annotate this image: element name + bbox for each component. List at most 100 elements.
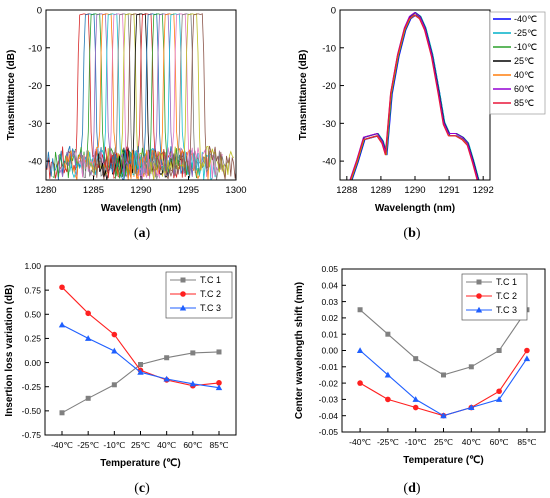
y-tick-label: -10 <box>322 43 336 54</box>
y-tick-label: 0.25 <box>24 334 41 344</box>
y-tick-label: 0.01 <box>321 329 338 339</box>
y-tick-label: -20 <box>28 81 42 92</box>
x-axis-title: Temperature (℃) <box>100 458 181 469</box>
data-point <box>496 348 502 353</box>
y-axis-title: Transmittance (dB) <box>6 50 17 141</box>
data-point <box>468 364 474 370</box>
x-tick-label: 60℃ <box>490 437 509 447</box>
data-point <box>138 362 143 368</box>
y-tick-label: -0.04 <box>319 411 339 421</box>
y-tick-label: -0.25 <box>22 382 42 392</box>
panel-d-center-wavelength-shift: 0.05 0.04 0.03 0.02 0.01 0.00 -0.01 -0.02 -0.03 -… <box>294 264 546 466</box>
legend-marker <box>179 304 187 311</box>
data-point <box>496 388 502 395</box>
data-point <box>412 396 419 402</box>
data-point <box>357 380 363 386</box>
data-point <box>59 410 65 416</box>
x-tick-label: -10℃ <box>405 437 427 447</box>
data-point <box>163 375 170 382</box>
panel-b-series-group <box>349 12 480 180</box>
data-point <box>468 404 475 411</box>
series-line-2 <box>350 14 479 180</box>
y-tick-label: -30 <box>28 119 42 130</box>
x-tick-label: -40℃ <box>51 440 73 450</box>
legend-marker <box>180 291 186 297</box>
data-point <box>441 372 446 378</box>
panel-a-series-group <box>46 13 236 180</box>
x-axis-title: Temperature (℃) <box>403 455 484 466</box>
series-line-3 <box>349 12 479 180</box>
channel-21-line <box>154 13 236 180</box>
data-point <box>216 349 222 355</box>
legend-label: 40℃ <box>514 70 534 80</box>
series-line-1 <box>359 350 528 417</box>
y-tick-label: 0 <box>331 6 336 17</box>
x-tick-label: -25℃ <box>377 437 399 447</box>
legend-label: T.C 1 <box>200 275 221 285</box>
legend-label: -10℃ <box>514 42 537 52</box>
data-point <box>523 355 531 362</box>
x-tick-label: 1290 <box>130 185 151 196</box>
x-tick-label: -40℃ <box>349 437 371 447</box>
x-tick-label: 1295 <box>178 185 199 196</box>
data-point <box>84 335 92 341</box>
channel-20-line <box>149 13 234 180</box>
panel-b-spectrum-temperatures: 1288 1289 1290 1291 1292 0 -10 -20 -30 -40 Wavelen… <box>298 6 546 214</box>
y-tick-label: -0.02 <box>319 378 339 388</box>
data-point <box>215 384 223 391</box>
x-tick-label: -25℃ <box>77 440 99 450</box>
legend-box <box>165 271 233 319</box>
data-point <box>189 380 197 387</box>
x-tick-label: 60℃ <box>183 440 202 450</box>
x-tick-label: 1291 <box>439 185 460 196</box>
y-tick-label: -30 <box>322 119 336 130</box>
series-line-2 <box>61 324 220 389</box>
x-axis-title: Wavelength (nm) <box>101 203 181 214</box>
series-line-1 <box>350 12 480 180</box>
x-axis-title: Wavelength (nm) <box>375 203 455 214</box>
data-point <box>190 350 196 356</box>
series-line-4 <box>350 14 479 180</box>
data-point <box>111 382 117 388</box>
legend-label: T.C 3 <box>496 305 517 315</box>
data-point <box>216 380 222 386</box>
legend-label: -25℃ <box>514 28 537 38</box>
x-tick-label: 25℃ <box>131 440 150 450</box>
caption-b: (b) <box>403 226 420 241</box>
x-tick-label: 1285 <box>83 185 104 196</box>
y-tick-label: -0.03 <box>319 395 339 405</box>
data-point <box>385 331 391 337</box>
legend-label: 60℃ <box>514 84 534 94</box>
data-point <box>164 355 170 361</box>
y-tick-label: 0.02 <box>321 313 338 323</box>
y-tick-label: 0.50 <box>24 309 41 319</box>
legend-marker <box>475 306 483 313</box>
x-tick-label: 1300 <box>225 185 246 196</box>
x-tick-label: 85℃ <box>517 437 536 447</box>
data-point <box>385 396 391 403</box>
y-tick-label: 0.00 <box>321 346 338 356</box>
legend-label: T.C 2 <box>496 291 517 301</box>
x-tick-label: 40℃ <box>462 437 481 447</box>
data-point <box>111 331 118 338</box>
y-tick-label: -0.01 <box>319 362 339 372</box>
series-line-2 <box>359 350 528 417</box>
y-tick-label: -40 <box>322 157 336 168</box>
data-point <box>524 347 530 354</box>
y-tick-label: 0 <box>37 6 42 17</box>
y-tick-label: -0.50 <box>22 406 42 416</box>
x-tick-label: 1288 <box>336 185 357 196</box>
caption-c: (c) <box>134 481 150 496</box>
y-tick-label: 0.00 <box>24 358 41 368</box>
y-tick-label: 0.03 <box>321 297 338 307</box>
panel-b-plot-frame <box>339 9 491 181</box>
series-line-6 <box>349 14 478 180</box>
data-point <box>356 347 364 353</box>
y-tick-label: -40 <box>28 157 42 168</box>
x-tick-label: 1290 <box>404 185 425 196</box>
panel-a-spectrum-all-channels: 1280 1285 1290 1295 1300 0 -10 -20 -30 -40 Wavelen… <box>6 6 247 215</box>
data-point <box>85 395 91 401</box>
legend-label: T.C 3 <box>200 303 221 313</box>
y-tick-label: -20 <box>322 81 336 92</box>
